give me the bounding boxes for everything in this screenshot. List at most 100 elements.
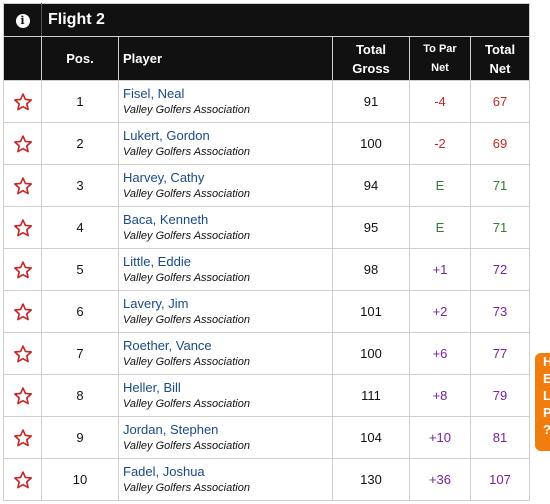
position-cell: 3 — [41, 164, 119, 207]
total-gross-cell: 98 — [332, 248, 410, 291]
star-icon[interactable] — [13, 176, 33, 196]
star-icon[interactable] — [13, 260, 33, 280]
favorite-cell — [3, 374, 42, 417]
position-cell: 6 — [41, 290, 119, 333]
table-row: 6 Lavery, Jim Valley Golfers Association 10… — [3, 290, 531, 333]
total-net-cell: 67 — [469, 80, 531, 123]
total-gross-cell: 100 — [332, 332, 410, 375]
to-par-net-cell: -2 — [409, 122, 471, 165]
table-row: 5 Little, Eddie Valley Golfers Association… — [3, 248, 531, 291]
total-net-cell: 73 — [469, 290, 531, 333]
favorite-cell — [3, 80, 42, 123]
star-icon[interactable] — [13, 428, 33, 448]
column-header-player[interactable]: Player — [118, 36, 333, 81]
table-row: 1 Fisel, Neal Valley Golfers Association 91… — [3, 80, 531, 123]
player-name-link[interactable]: Little, Eddie — [123, 253, 191, 269]
total-gross-cell: 95 — [332, 206, 410, 249]
to-par-net-cell: +8 — [409, 374, 471, 417]
player-name-link[interactable]: Roether, Vance — [123, 337, 212, 353]
position-cell: 8 — [41, 374, 119, 417]
player-name-link[interactable]: Fisel, Neal — [123, 85, 185, 101]
table-row: 2 Lukert, Gordon Valley Golfers Associatio… — [3, 122, 531, 165]
player-name-link[interactable]: Baca, Kenneth — [123, 211, 209, 227]
total-net-cell: 71 — [469, 164, 531, 207]
help-tab-letter: L — [543, 388, 550, 403]
help-tab-letter: E — [543, 371, 550, 386]
player-association: Valley Golfers Association — [123, 439, 250, 452]
to-par-net-cell: +1 — [409, 248, 471, 291]
column-header-favorite — [3, 36, 42, 81]
favorite-cell — [3, 206, 42, 249]
to-par-net-cell: +6 — [409, 332, 471, 375]
player-name-link[interactable]: Harvey, Cathy — [123, 169, 205, 185]
player-association: Valley Golfers Association — [123, 481, 250, 494]
column-header-pos[interactable]: Pos. — [41, 36, 119, 81]
column-header-total-gross[interactable]: Total Gross — [332, 36, 410, 81]
leaderboard-table: i Flight 2 Pos. Player Total Gross To Pa… — [3, 3, 531, 501]
total-net-cell: 69 — [469, 122, 531, 165]
favorite-cell — [3, 416, 42, 459]
table-row: 4 Baca, Kenneth Valley Golfers Association… — [3, 206, 531, 249]
player-association: Valley Golfers Association — [123, 187, 250, 200]
help-tab-letter: ? — [535, 421, 550, 438]
star-icon[interactable] — [13, 134, 33, 154]
column-header-to-par-line2: Net — [431, 61, 449, 74]
player-association: Valley Golfers Association — [123, 145, 250, 158]
player-cell: Lukert, Gordon Valley Golfers Association — [118, 122, 333, 165]
star-icon[interactable] — [13, 92, 33, 112]
column-header-total-gross-line1: Total — [355, 41, 387, 57]
star-icon[interactable] — [13, 386, 33, 406]
player-name-link[interactable]: Jordan, Stephen — [123, 421, 219, 437]
star-icon[interactable] — [13, 470, 33, 490]
favorite-cell — [3, 248, 42, 291]
total-net-cell: 77 — [469, 332, 531, 375]
column-header-row: Pos. Player Total Gross To Par Net Total… — [3, 36, 531, 81]
player-association: Valley Golfers Association — [123, 355, 250, 368]
player-name-link[interactable]: Lavery, Jim — [123, 295, 189, 311]
player-name-link[interactable]: Fadel, Joshua — [123, 463, 205, 479]
star-icon[interactable] — [13, 344, 33, 364]
player-cell: Little, Eddie Valley Golfers Association — [118, 248, 333, 291]
position-cell: 2 — [41, 122, 119, 165]
player-cell: Harvey, Cathy Valley Golfers Association — [118, 164, 333, 207]
player-name-link[interactable]: Lukert, Gordon — [123, 127, 210, 143]
info-button[interactable]: i — [3, 3, 42, 37]
to-par-net-cell: E — [409, 206, 471, 249]
position-cell: 5 — [41, 248, 119, 291]
table-row: 9 Jordan, Stephen Valley Golfers Associati… — [3, 416, 531, 459]
column-header-total-net[interactable]: Total Net — [469, 36, 531, 81]
player-cell: Baca, Kenneth Valley Golfers Association — [118, 206, 333, 249]
flight-title: Flight 2 — [40, 3, 531, 37]
player-cell: Jordan, Stephen Valley Golfers Associatio… — [118, 416, 333, 459]
column-header-total-net-line2: Net — [489, 60, 511, 76]
to-par-net-cell: +2 — [409, 290, 471, 333]
table-row: 7 Roether, Vance Valley Golfers Associatio… — [3, 332, 531, 375]
total-gross-cell: 91 — [332, 80, 410, 123]
star-icon[interactable] — [13, 302, 33, 322]
leaderboard-rows: 1 Fisel, Neal Valley Golfers Association 91… — [3, 80, 531, 501]
column-header-total-net-line1: Total — [484, 41, 516, 57]
column-header-to-par-net[interactable]: To Par Net — [409, 36, 471, 81]
total-net-cell: 71 — [469, 206, 531, 249]
total-gross-cell: 100 — [332, 122, 410, 165]
to-par-net-cell: E — [409, 164, 471, 207]
favorite-cell — [3, 332, 42, 375]
player-cell: Heller, Bill Valley Golfers Association — [118, 374, 333, 417]
player-association: Valley Golfers Association — [123, 271, 250, 284]
total-gross-cell: 101 — [332, 290, 410, 333]
star-icon[interactable] — [13, 218, 33, 238]
total-net-cell: 79 — [469, 374, 531, 417]
total-net-cell: 81 — [469, 416, 531, 459]
position-cell: 4 — [41, 206, 119, 249]
info-icon[interactable]: i — [15, 14, 30, 28]
flight-header: i Flight 2 — [3, 3, 531, 37]
favorite-cell — [3, 290, 42, 333]
total-gross-cell: 130 — [332, 458, 410, 501]
table-row: 10 Fadel, Joshua Valley Golfers Associatio… — [3, 458, 531, 501]
total-gross-cell: 111 — [332, 374, 410, 417]
to-par-net-cell: +36 — [409, 458, 471, 501]
player-name-link[interactable]: Heller, Bill — [123, 379, 181, 395]
position-cell: 9 — [41, 416, 119, 459]
total-gross-cell: 104 — [332, 416, 410, 459]
